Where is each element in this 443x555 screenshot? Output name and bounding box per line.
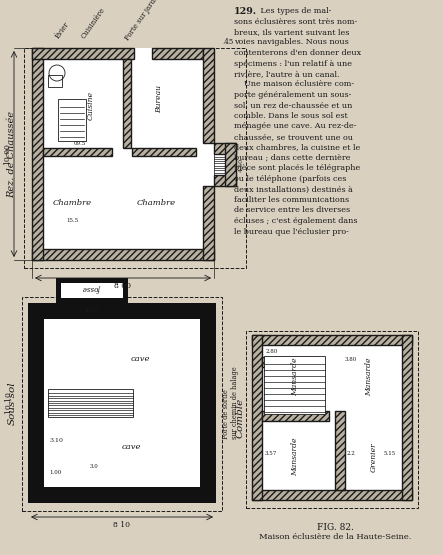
Bar <box>43 148 112 156</box>
Text: 1.00: 1.00 <box>49 471 61 476</box>
Text: Sous·sol: Sous·sol <box>8 381 16 425</box>
Text: comble. Dans le sous sol est: comble. Dans le sous sol est <box>234 112 348 120</box>
Bar <box>203 48 214 143</box>
Text: 2.2: 2.2 <box>347 451 356 456</box>
Text: Les types de mal-: Les types de mal- <box>258 7 331 15</box>
Text: .45: .45 <box>222 38 233 46</box>
Text: ménagée une cave. Au rez-de-: ménagée une cave. Au rez-de- <box>234 123 357 130</box>
Bar <box>152 48 203 59</box>
Bar <box>28 303 216 503</box>
Text: 15.5: 15.5 <box>66 218 78 223</box>
Text: cave: cave <box>131 355 151 363</box>
Text: breux, ils varient suivant les: breux, ils varient suivant les <box>234 28 350 36</box>
Bar <box>32 249 214 260</box>
Bar <box>264 356 325 414</box>
Text: 3.57: 3.57 <box>265 451 277 456</box>
Text: fosse: fosse <box>83 285 101 292</box>
Bar <box>214 143 236 154</box>
Text: Porte de sortie
sur chemin de halage: Porte de sortie sur chemin de halage <box>222 367 239 440</box>
Text: faciliter les communications: faciliter les communications <box>234 196 349 204</box>
Text: 4.50: 4.50 <box>239 158 244 171</box>
Bar <box>252 490 412 500</box>
Text: pièce sont placés le télégraphe: pièce sont placés le télégraphe <box>234 164 360 173</box>
Text: 10 10: 10 10 <box>5 392 13 414</box>
Text: contenterons d'en donner deux: contenterons d'en donner deux <box>234 49 361 57</box>
Bar <box>48 75 62 87</box>
Text: sons éclusières sont très nom-: sons éclusières sont très nom- <box>234 18 357 26</box>
Text: rivière, l'autre à un canal.: rivière, l'autre à un canal. <box>234 70 339 78</box>
Bar <box>214 154 225 175</box>
Text: le bureau que l'éclusier pro-: le bureau que l'éclusier pro- <box>234 228 349 235</box>
Text: 4.00: 4.00 <box>85 308 99 313</box>
Bar <box>48 389 132 417</box>
Text: 3.80: 3.80 <box>345 357 358 362</box>
Bar <box>402 335 412 500</box>
Bar <box>203 186 214 260</box>
Text: 2.80: 2.80 <box>266 349 278 354</box>
Text: bureau ; dans cette dernière: bureau ; dans cette dernière <box>234 154 350 162</box>
Text: Chambre: Chambre <box>52 199 92 207</box>
Bar <box>123 59 131 148</box>
Text: 8 00: 8 00 <box>114 282 132 290</box>
Text: Comble: Comble <box>236 397 245 438</box>
Bar <box>22 297 222 511</box>
Text: ou le téléphone (parfois ces: ou le téléphone (parfois ces <box>234 175 346 183</box>
Text: 09.5: 09.5 <box>73 141 85 146</box>
Text: Cuisinière: Cuisinière <box>79 6 107 40</box>
Bar <box>262 357 318 367</box>
Text: porte généralement un sous-: porte généralement un sous- <box>234 91 351 99</box>
Text: chaussée, se trouvent une ou: chaussée, se trouvent une ou <box>234 133 353 141</box>
Bar <box>56 278 128 303</box>
Bar <box>32 48 214 260</box>
Text: Grenier: Grenier <box>369 442 377 472</box>
Bar <box>225 143 236 186</box>
Text: deux chambres, la cuisine et le: deux chambres, la cuisine et le <box>234 144 360 152</box>
Text: 5.15: 5.15 <box>384 451 396 456</box>
Text: Cuisine: Cuisine <box>86 90 94 120</box>
Text: cave: cave <box>122 443 141 451</box>
Text: écluses ; c'est également dans: écluses ; c'est également dans <box>234 217 358 225</box>
Bar <box>246 331 418 508</box>
Text: spécimens : l'un relatif à une: spécimens : l'un relatif à une <box>234 59 352 68</box>
Text: Chambre: Chambre <box>136 199 175 207</box>
Bar <box>32 48 134 59</box>
Text: Rez. de Chaussée: Rez. de Chaussée <box>8 110 16 198</box>
Text: 8 10: 8 10 <box>113 521 131 529</box>
Text: de service entre les diverses: de service entre les diverses <box>234 206 350 214</box>
Text: Mansarde: Mansarde <box>291 357 299 396</box>
Bar <box>252 335 412 345</box>
Bar <box>335 411 345 490</box>
Bar <box>58 99 86 142</box>
Text: Mansarde: Mansarde <box>291 438 299 476</box>
Text: FIG. 82.: FIG. 82. <box>317 522 354 532</box>
Text: Porte sur jardin: Porte sur jardin <box>123 0 162 42</box>
Text: 129.: 129. <box>234 7 257 16</box>
Text: 10.00: 10.00 <box>3 143 11 165</box>
Bar <box>214 175 236 186</box>
Text: 3.10: 3.10 <box>49 438 63 443</box>
Bar <box>32 48 43 260</box>
Text: Évier: Évier <box>54 20 71 40</box>
Text: voies navigables. Nous nous: voies navigables. Nous nous <box>234 38 349 47</box>
Bar <box>252 335 262 500</box>
Bar <box>252 335 412 500</box>
Text: sol, un rez de-chaussée et un: sol, un rez de-chaussée et un <box>234 102 352 109</box>
Text: 3.0: 3.0 <box>89 465 98 470</box>
Text: Une maison éclusière com-: Une maison éclusière com- <box>234 80 354 88</box>
Bar <box>61 283 123 298</box>
Bar <box>132 148 196 156</box>
Bar <box>24 48 246 268</box>
Text: Bureau: Bureau <box>155 85 163 113</box>
Bar <box>262 411 329 421</box>
Text: deux installations) destinés à: deux installations) destinés à <box>234 185 353 194</box>
Text: Mansarde: Mansarde <box>365 357 373 396</box>
Bar <box>44 319 200 487</box>
Text: Maison éclusière de la Haute-Seine.: Maison éclusière de la Haute-Seine. <box>259 533 411 541</box>
